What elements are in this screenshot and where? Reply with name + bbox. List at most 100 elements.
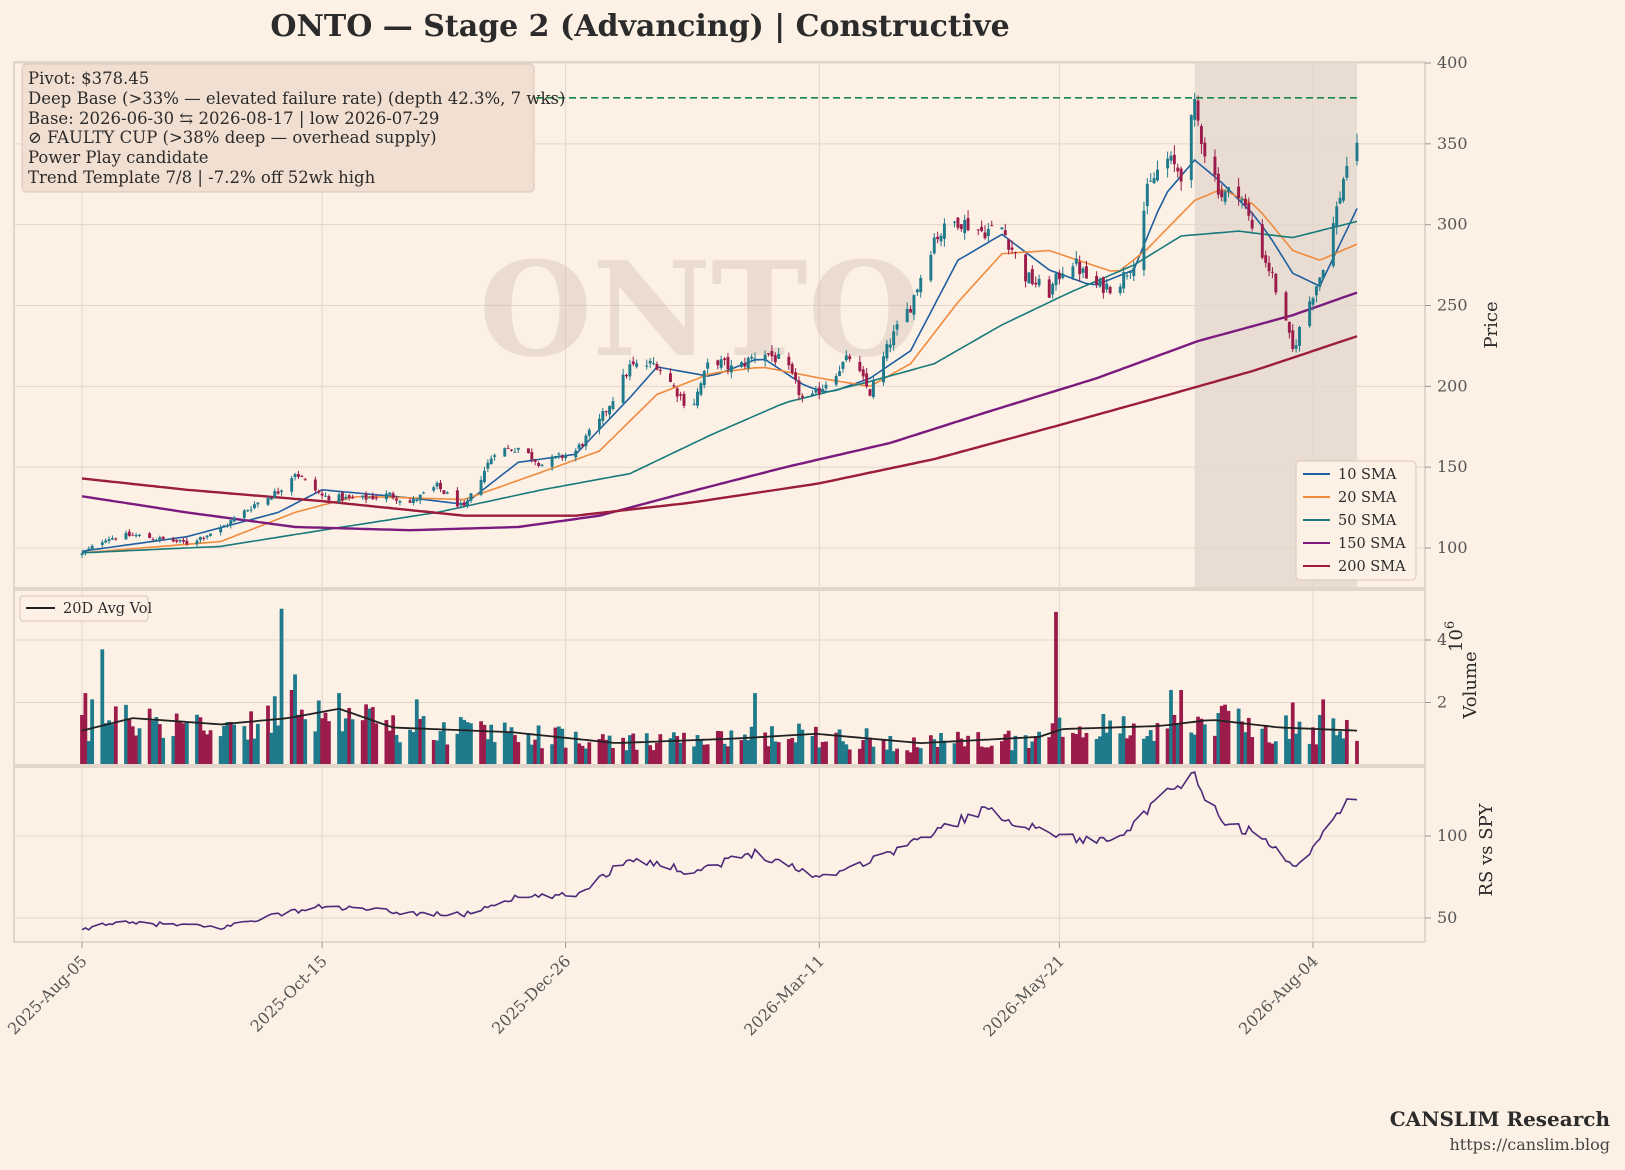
candle-body [388,492,392,495]
candle-body [767,353,771,355]
volume-bar [912,737,916,765]
candle-body [1061,273,1065,278]
candle-body [1057,272,1061,280]
candle-body [1321,269,1325,279]
volume-bar [465,722,470,765]
candle-body [1007,239,1011,250]
candle-body [790,364,794,374]
candle-body [1098,279,1102,287]
volume-bar [915,747,920,765]
candle-body [1267,262,1271,272]
volume-bar [1263,724,1268,765]
candle-body [435,482,439,487]
candle-body [753,358,757,360]
volume-bar [171,736,176,765]
footer-brand: CANSLIM Research [1390,1107,1611,1131]
candle-body [740,362,743,367]
volume-bar [222,725,226,765]
volume-bar [458,717,463,765]
candle-body [770,350,774,357]
candle-body [158,537,162,540]
volume-bar [1317,714,1322,765]
volume-bar [1084,732,1089,765]
volume-bar [1060,736,1065,765]
volume-bar [885,749,889,765]
volume-bar [932,739,937,765]
candle-body [327,496,331,501]
volume-bar [1104,732,1109,765]
volume-bar [1216,713,1221,765]
volume-bar [110,724,115,765]
volume-bar [621,737,626,765]
candle-body [915,289,919,293]
volume-bar [360,720,365,765]
candle-body [1294,345,1298,349]
volume-bar [421,716,426,765]
candle-body [794,372,798,380]
candle-body [462,502,466,506]
candle-body [763,354,767,362]
volume-bar [1010,750,1014,765]
candle-body [503,448,507,457]
candle-body [1264,255,1268,263]
candle-body [936,236,940,240]
candle-body [990,225,994,227]
candle-body [1314,286,1318,296]
volume-bar [540,748,544,765]
candle-body [1003,230,1007,236]
candle-body [909,309,913,313]
candle-body [905,308,909,323]
volume-bar [276,725,281,765]
volume-bar [837,729,842,765]
volume-bar [715,730,720,765]
volume-bar [895,748,899,765]
volume-bar [702,744,707,765]
candle-body [104,540,108,543]
volume-bar [699,739,703,765]
volume-bar [813,726,818,765]
candle-body [1125,275,1129,277]
candle-body [983,232,987,239]
candle-body [777,354,781,359]
volume-bar [394,734,399,765]
candle-body [482,470,486,483]
candle-body [253,504,256,509]
volume-bar [1189,732,1194,765]
candle-body [432,487,436,491]
volume-bar [293,674,297,765]
candle-body [1132,267,1136,276]
volume-bar [678,742,683,765]
volume-bar [147,708,152,765]
volume-bar [651,750,656,765]
volume-bar [786,739,791,765]
volume-bar [847,749,852,765]
candle-body [537,462,541,466]
candle-body [347,495,351,498]
candle-body [1095,275,1099,285]
volume-bar [1098,736,1102,765]
candle-body [584,435,588,447]
candle-body [1013,252,1017,254]
candle-body [110,537,114,540]
volume-bar [107,720,111,765]
ma-line-sma200 [81,335,1358,517]
sma-legend: 10 SMA 20 SMA 50 SMA 150 SMA 200 SMA [1295,460,1417,581]
candle-body [608,405,612,415]
candle-body [127,531,131,536]
candle-body [107,539,111,542]
volume-tick-label: 4 [1437,630,1447,649]
candle-body [249,509,253,511]
volume-bar [1037,731,1041,765]
candle-body [219,527,223,533]
candle-body [1122,271,1126,289]
candle-body [131,534,135,536]
candle-body [787,356,791,366]
volume-bar [1196,716,1200,765]
volume-bar [864,728,869,765]
candle-body [469,493,473,501]
price-tick-label: 100 [1437,538,1468,557]
candle-body [276,491,280,494]
candle-body [148,533,152,539]
volume-bar [370,707,375,765]
candle-body [1260,224,1264,258]
